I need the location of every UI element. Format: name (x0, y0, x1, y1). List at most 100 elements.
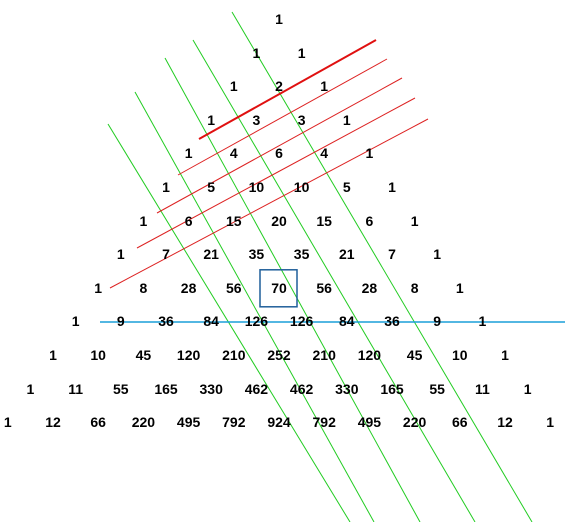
triangle-number-r12-k0: 1 (3, 414, 12, 431)
triangle-number-r11-k0: 1 (26, 380, 35, 397)
triangle-number-r12-k8: 495 (357, 414, 382, 431)
triangle-number-r6-k4: 15 (316, 212, 332, 229)
triangle-number-r8-k2: 28 (180, 279, 197, 296)
green-diagonal-line-1 (231, 11, 533, 522)
triangle-number-r12-k10: 66 (452, 414, 468, 431)
triangle-number-r5-k4: 5 (342, 179, 351, 195)
triangle-number-r6-k0: 1 (139, 212, 148, 229)
triangle-number-r10-k9: 10 (452, 347, 468, 363)
triangle-number-r1-k1: 1 (297, 44, 306, 61)
triangle-number-r10-k1: 10 (90, 347, 106, 363)
triangle-number-r7-k1: 7 (162, 246, 170, 263)
triangle-number-r9-k1: 9 (116, 313, 125, 330)
highlight-box (259, 269, 298, 308)
triangle-number-r12-k12: 1 (546, 414, 555, 431)
triangle-number-r8-k7: 8 (410, 279, 419, 296)
triangle-number-r11-k3: 165 (154, 380, 178, 397)
red-diagonal-line-4 (136, 97, 416, 249)
triangle-number-r9-k2: 36 (158, 313, 174, 330)
triangle-number-r8-k3: 56 (226, 279, 242, 296)
triangle-number-r12-k11: 12 (497, 414, 513, 431)
triangle-number-r7-k7: 1 (433, 246, 442, 263)
triangle-number-r5-k1: 5 (207, 179, 216, 195)
triangle-number-r9-k4: 126 (244, 313, 269, 330)
triangle-number-r4-k0: 1 (184, 145, 193, 162)
triangle-number-r6-k1: 6 (184, 212, 193, 229)
triangle-number-r8-k0: 1 (94, 279, 103, 296)
triangle-number-r6-k3: 20 (271, 212, 287, 229)
triangle-number-r11-k11: 1 (523, 380, 532, 397)
triangle-number-r4-k1: 4 (229, 145, 238, 162)
triangle-number-r12-k6: 924 (267, 414, 291, 431)
triangle-number-r7-k6: 7 (388, 246, 396, 263)
triangle-number-r11-k8: 165 (380, 380, 404, 397)
triangle-number-r7-k2: 21 (203, 246, 219, 263)
triangle-number-r8-k6: 28 (361, 279, 378, 296)
triangle-number-r9-k7: 36 (384, 313, 400, 330)
triangle-number-r8-k8: 1 (455, 279, 464, 296)
triangle-number-r9-k8: 9 (433, 313, 442, 330)
triangle-number-r12-k4: 495 (176, 414, 201, 431)
triangle-number-r12-k2: 66 (90, 414, 106, 431)
triangle-number-r5-k3: 10 (293, 179, 310, 195)
triangle-number-r9-k5: 126 (289, 313, 314, 330)
red-diagonal-line-5 (109, 118, 429, 289)
triangle-number-r12-k9: 220 (402, 414, 427, 431)
triangle-number-r11-k4: 330 (199, 380, 223, 397)
triangle-number-r7-k4: 35 (293, 246, 310, 263)
triangle-number-r10-k2: 45 (135, 347, 152, 363)
green-diagonal-line-2 (192, 39, 476, 522)
triangle-number-r10-k3: 120 (176, 347, 201, 363)
triangle-number-r8-k5: 56 (316, 279, 332, 296)
triangle-number-r7-k0: 1 (116, 246, 125, 263)
triangle-number-r11-k10: 11 (474, 380, 490, 397)
triangle-number-r10-k5: 252 (267, 347, 291, 363)
green-diagonal-line-5 (107, 123, 351, 522)
triangle-number-r11-k1: 11 (68, 380, 83, 397)
triangle-number-r11-k2: 55 (113, 380, 129, 397)
triangle-number-r6-k5: 6 (365, 212, 374, 229)
green-diagonal-line-4 (134, 91, 375, 522)
triangle-number-r11-k5: 462 (244, 380, 269, 397)
triangle-number-r5-k0: 1 (162, 179, 170, 195)
triangle-number-r4-k3: 4 (320, 145, 329, 162)
triangle-number-r10-k7: 120 (357, 347, 382, 363)
triangle-number-r3-k1: 3 (252, 111, 261, 128)
triangle-number-r10-k8: 45 (406, 347, 423, 363)
triangle-number-r10-k6: 210 (312, 347, 336, 363)
triangle-number-r12-k5: 792 (222, 414, 246, 431)
triangle-number-r3-k0: 1 (207, 111, 216, 128)
triangle-number-r2-k1: 2 (275, 78, 283, 95)
triangle-number-r12-k7: 792 (312, 414, 336, 431)
triangle-number-r0-k0: 1 (275, 11, 283, 27)
triangle-number-r12-k3: 220 (131, 414, 156, 431)
triangle-number-r10-k10: 1 (501, 347, 509, 363)
triangle-number-r3-k3: 1 (342, 111, 351, 128)
triangle-number-r10-k4: 210 (222, 347, 246, 363)
triangle-number-r4-k2: 6 (275, 145, 283, 162)
triangle-number-r2-k2: 1 (320, 78, 329, 95)
triangle-number-r3-k2: 3 (297, 111, 306, 128)
triangle-number-r4-k4: 1 (365, 145, 374, 162)
red-diagonal-line-3 (156, 77, 403, 214)
triangle-number-r2-k0: 1 (229, 78, 238, 95)
triangle-number-r9-k3: 84 (203, 313, 219, 330)
triangle-number-r6-k6: 1 (410, 212, 419, 229)
triangle-number-r12-k1: 12 (45, 414, 61, 431)
triangle-number-r9-k0: 1 (71, 313, 80, 330)
triangle-number-r9-k9: 1 (478, 313, 487, 330)
triangle-number-r1-k0: 1 (252, 44, 261, 61)
triangle-number-r7-k5: 21 (339, 246, 355, 263)
triangle-number-r5-k2: 10 (248, 179, 265, 195)
triangle-number-r8-k4: 70 (271, 279, 287, 296)
triangle-number-r10-k0: 1 (49, 347, 57, 363)
triangle-number-r9-k6: 84 (339, 313, 355, 330)
triangle-number-r11-k9: 55 (429, 380, 445, 397)
triangle-number-r8-k1: 8 (139, 279, 148, 296)
triangle-number-r5-k5: 1 (388, 179, 396, 195)
green-diagonal-line-3 (164, 57, 421, 522)
triangle-number-r6-k2: 15 (226, 212, 242, 229)
triangle-number-r7-k3: 35 (248, 246, 265, 263)
